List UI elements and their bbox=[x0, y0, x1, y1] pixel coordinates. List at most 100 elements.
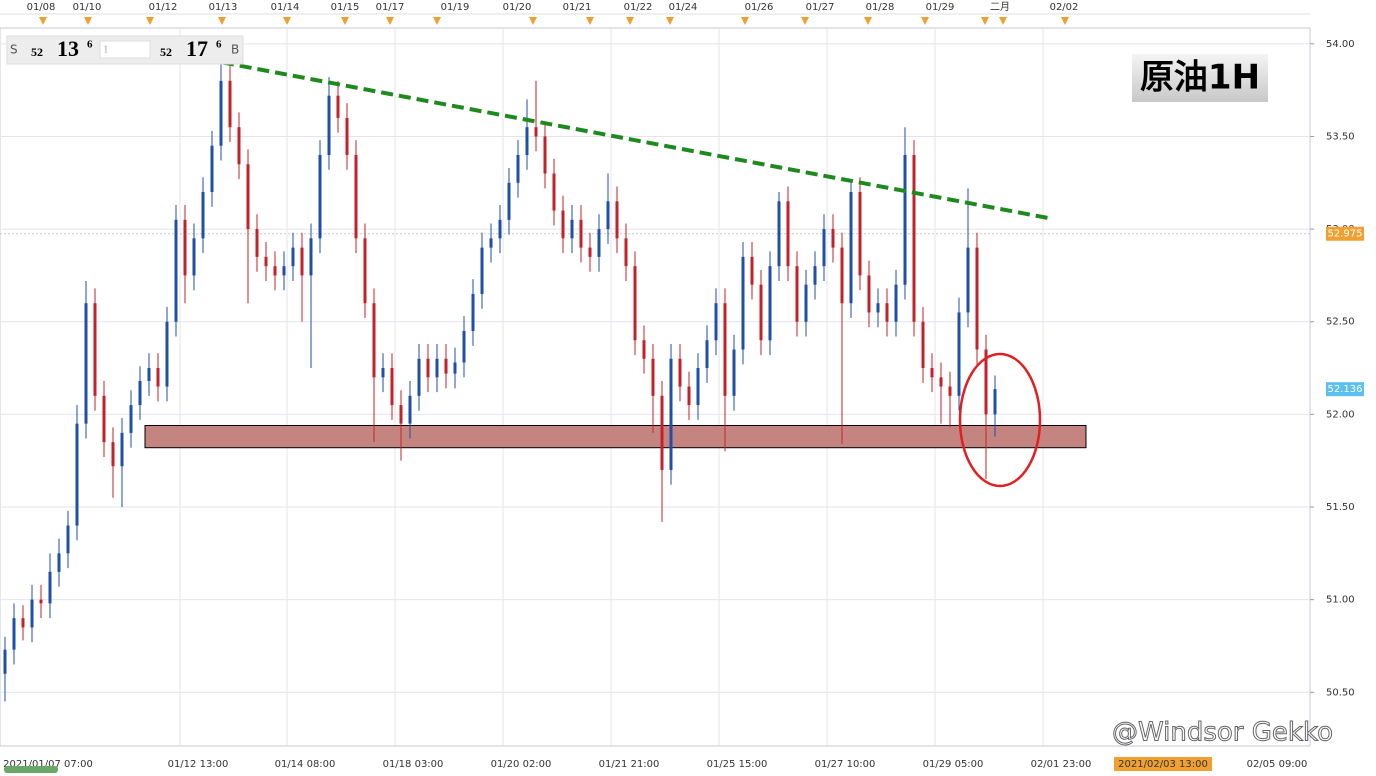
top-date-label: 01/28 bbox=[866, 2, 895, 13]
candle-body bbox=[552, 173, 556, 211]
candle-body bbox=[705, 340, 709, 369]
candle-body bbox=[291, 247, 295, 267]
candle-body bbox=[318, 154, 322, 239]
x-tick-label: 2021/02/03 13:00 bbox=[1118, 759, 1208, 770]
price-label-bg bbox=[1326, 226, 1364, 241]
top-date-label: 01/21 bbox=[563, 2, 592, 13]
event-marker bbox=[1061, 17, 1069, 25]
candle-body bbox=[642, 340, 646, 359]
sell-label: S bbox=[10, 43, 18, 57]
candle-body bbox=[651, 358, 655, 396]
candle-body bbox=[93, 303, 97, 396]
candle-body bbox=[921, 321, 925, 369]
candle-body bbox=[111, 442, 115, 467]
candle-body bbox=[408, 395, 412, 424]
candle-body bbox=[975, 247, 979, 350]
event-marker bbox=[283, 17, 291, 25]
top-date-label: 01/20 bbox=[503, 2, 532, 13]
price-label: 52.136 bbox=[1328, 384, 1363, 395]
candle-body bbox=[345, 117, 349, 155]
top-date-label: 01/27 bbox=[806, 2, 835, 13]
candle-body bbox=[48, 571, 52, 604]
candle-body bbox=[669, 358, 673, 470]
candle-body bbox=[660, 395, 664, 470]
x-tick-label: 01/12 13:00 bbox=[168, 759, 229, 770]
event-marker bbox=[864, 17, 872, 25]
candle-body bbox=[525, 127, 529, 155]
candle-body bbox=[867, 275, 871, 313]
y-tick-label: 52.00 bbox=[1326, 409, 1355, 420]
candle-body bbox=[282, 266, 286, 276]
candle-body bbox=[372, 303, 376, 378]
x-tick-label: 2021/01/07 07:00 bbox=[3, 759, 93, 770]
candle-body bbox=[237, 127, 241, 165]
trendline bbox=[221, 60, 1049, 220]
candle-body bbox=[462, 330, 466, 363]
candle-body bbox=[246, 164, 250, 230]
candle-body bbox=[300, 247, 304, 276]
candle-body bbox=[543, 136, 547, 174]
candle-body bbox=[993, 389, 997, 415]
top-date-label: 01/10 bbox=[73, 2, 102, 13]
x-tick-label: 01/18 03:00 bbox=[383, 759, 444, 770]
candle-body bbox=[615, 201, 619, 239]
candle-body bbox=[741, 256, 745, 350]
candle-body bbox=[138, 381, 142, 406]
x-tick-label: 01/27 10:00 bbox=[815, 759, 876, 770]
candle-body bbox=[984, 349, 988, 415]
candle-body bbox=[21, 618, 25, 628]
watermark: @Windsor Gekko bbox=[1112, 718, 1333, 748]
candle-body bbox=[678, 358, 682, 387]
candle-body bbox=[939, 377, 943, 387]
candle-body bbox=[84, 303, 88, 424]
candle-body bbox=[39, 599, 43, 604]
candle-body bbox=[498, 219, 502, 239]
support-zone bbox=[144, 424, 1087, 449]
candle-body bbox=[948, 386, 952, 396]
ask-main: 17 bbox=[186, 36, 208, 61]
candle-body bbox=[444, 358, 448, 374]
lot-input[interactable] bbox=[99, 40, 151, 59]
candle-body bbox=[750, 256, 754, 285]
scrollbar[interactable] bbox=[4, 766, 58, 773]
candle-body bbox=[894, 284, 898, 322]
candle-body bbox=[570, 219, 574, 239]
candle-body bbox=[66, 525, 70, 554]
candle-body bbox=[732, 349, 736, 396]
candle-body bbox=[795, 266, 799, 322]
candle-body bbox=[957, 312, 961, 396]
top-date-label: 01/26 bbox=[745, 2, 774, 13]
candle-body bbox=[633, 266, 637, 341]
candle-body bbox=[516, 154, 520, 183]
candle-body bbox=[399, 405, 403, 424]
event-marker bbox=[39, 17, 47, 25]
candle-body bbox=[273, 266, 277, 276]
candle-body bbox=[858, 192, 862, 276]
x-label-highlight bbox=[1114, 757, 1212, 771]
candle-body bbox=[561, 210, 565, 239]
candle-body bbox=[831, 229, 835, 248]
top-date-label: 01/08 bbox=[27, 2, 56, 13]
candle-body bbox=[12, 618, 16, 650]
x-tick-label: 02/01 23:00 bbox=[1031, 759, 1092, 770]
candle-body bbox=[435, 358, 439, 378]
candle-body bbox=[147, 368, 151, 382]
candle-body bbox=[588, 247, 592, 257]
candle-body bbox=[912, 154, 916, 322]
candle-body bbox=[219, 80, 223, 146]
x-tick-label: 01/14 08:00 bbox=[275, 759, 336, 770]
event-marker bbox=[218, 17, 226, 25]
candle-body bbox=[57, 553, 61, 572]
candle-body bbox=[228, 80, 232, 128]
top-date-label: 02/02 bbox=[1050, 2, 1079, 13]
candle-body bbox=[687, 386, 691, 406]
candle-body bbox=[390, 368, 394, 406]
candle-body bbox=[606, 201, 610, 230]
x-tick-label: 02/05 09:00 bbox=[1247, 759, 1308, 770]
title-box bbox=[1132, 54, 1268, 102]
top-date-label: 01/29 bbox=[926, 2, 955, 13]
y-tick-label: 50.50 bbox=[1326, 687, 1355, 698]
event-marker bbox=[801, 17, 809, 25]
candle-body bbox=[822, 229, 826, 267]
candle-body bbox=[174, 219, 178, 322]
